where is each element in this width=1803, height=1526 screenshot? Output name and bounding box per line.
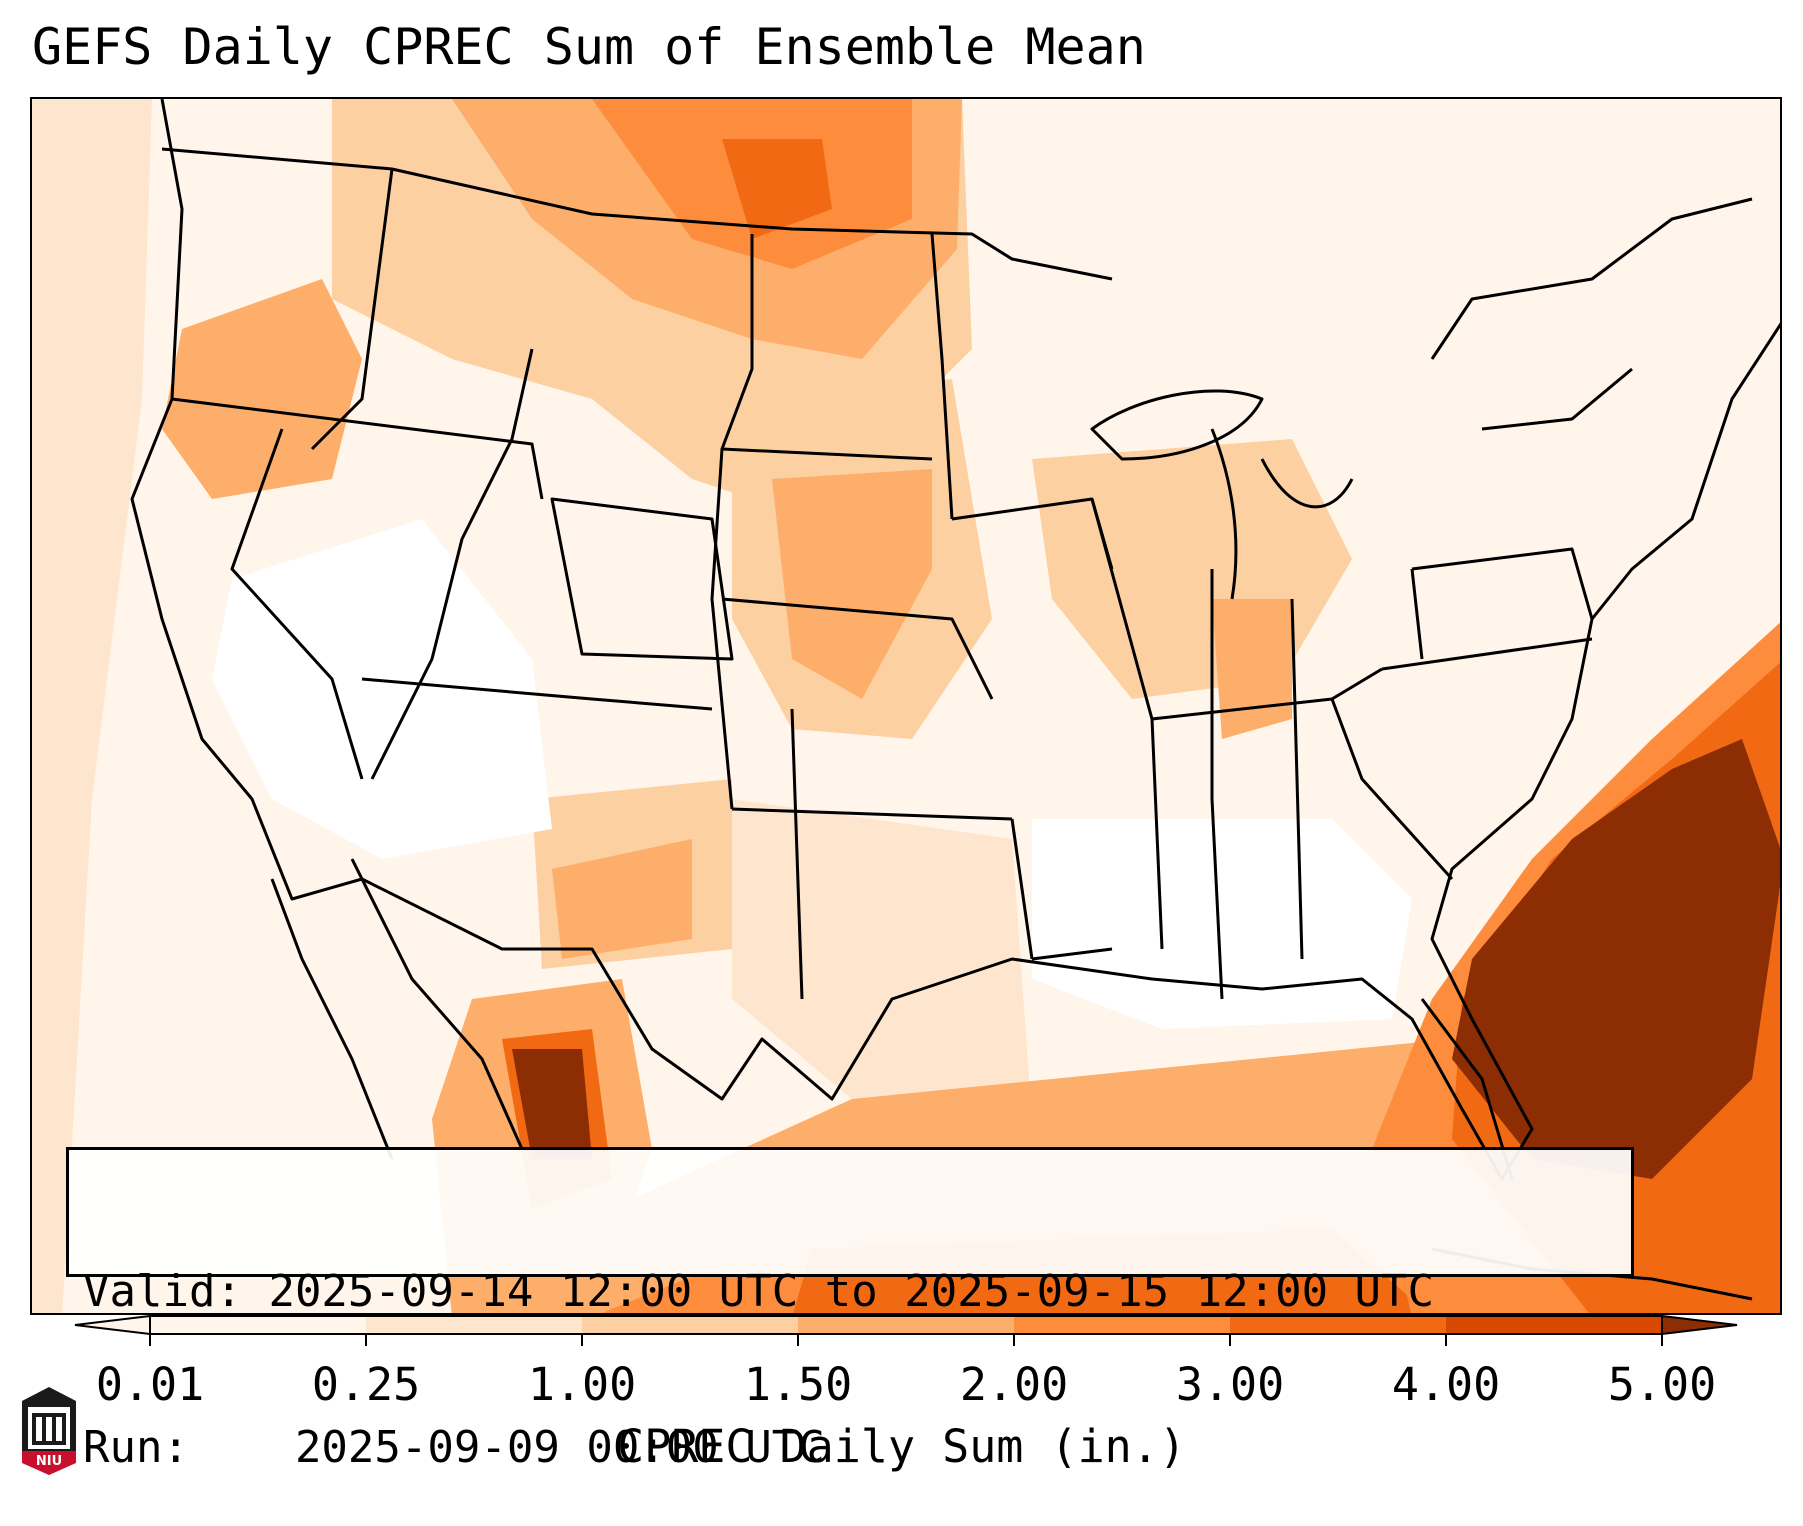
precip-map (32, 99, 1780, 1313)
valid-label: Valid: (83, 1266, 242, 1317)
run-line: Run: 2025-09-09 00:00 UTC (83, 1422, 1617, 1474)
colorbar-tick-label: 3.00 (1175, 1358, 1285, 1411)
colorbar-tick-label: 5.00 (1607, 1358, 1717, 1411)
colorbar-border (149, 1315, 1663, 1335)
colorbar-extend-low (74, 1314, 151, 1336)
run-value: 2025-09-09 00:00 UTC (294, 1422, 825, 1473)
boundaries (130, 99, 1780, 1301)
colorbar-tick-label: 2.00 (959, 1358, 1069, 1411)
colorbar-segment (798, 1316, 1015, 1334)
colorbar-segment (150, 1316, 367, 1334)
colorbar-extend-high (1661, 1314, 1738, 1336)
colorbar-segment (1014, 1316, 1231, 1334)
validity-info-box: Valid: 2025-09-14 12:00 UTC to 2025-09-1… (66, 1147, 1634, 1473)
colorbar-tick-label: 1.00 (527, 1358, 637, 1411)
colorbar-tick-label: 4.00 (1391, 1358, 1501, 1411)
colorbar-segment (1230, 1316, 1447, 1334)
colorbar-segment (366, 1316, 583, 1334)
map-panel (30, 97, 1782, 1315)
colorbar-segment (582, 1316, 799, 1334)
valid-line: Valid: 2025-09-14 12:00 UTC to 2025-09-1… (83, 1266, 1617, 1318)
colorbar-tick-label: 1.50 (743, 1358, 853, 1411)
colorbar-segment (1446, 1316, 1663, 1334)
colorbar-tick-label: 0.01 (95, 1358, 205, 1411)
colorbar (0, 1306, 1803, 1366)
niu-logo-icon: NIU (18, 1385, 80, 1477)
map-title: GEFS Daily CPREC Sum of Ensemble Mean (32, 18, 1146, 76)
logo-text: NIU (36, 1454, 62, 1469)
colorbar-label: CPREC Daily Sum (in.) (617, 1420, 1186, 1473)
run-label: Run: (83, 1422, 189, 1473)
valid-value: 2025-09-14 12:00 UTC to 2025-09-15 12:00… (268, 1266, 1435, 1317)
colorbar-graphic (74, 1314, 1738, 1346)
colorbar-tick-label: 0.25 (311, 1358, 421, 1411)
